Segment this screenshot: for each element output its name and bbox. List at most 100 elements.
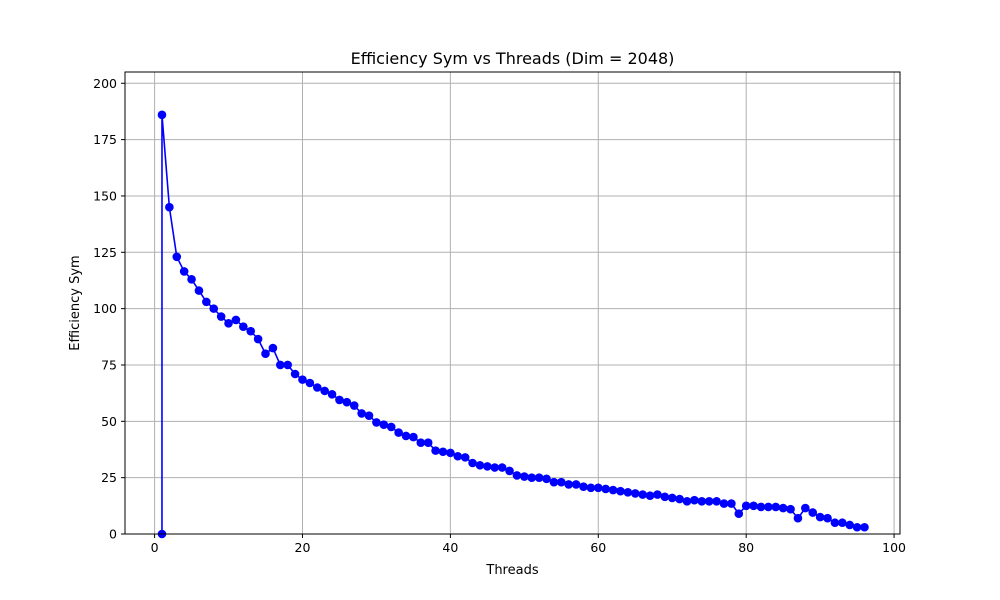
- data-point: [734, 509, 744, 519]
- data-point: [852, 522, 862, 532]
- data-point: [712, 497, 721, 506]
- data-point: [416, 438, 426, 448]
- data-point: [209, 304, 219, 313]
- data-point: [246, 326, 256, 336]
- data-point: [520, 472, 529, 481]
- data-point: [838, 518, 847, 528]
- x-axis-label: Threads: [485, 563, 538, 578]
- data-point: [667, 493, 677, 503]
- data-point: [327, 389, 337, 399]
- data-point: [764, 502, 773, 512]
- data-point: [497, 463, 507, 472]
- y-tick-label: 125: [93, 245, 117, 260]
- data-point: [564, 480, 574, 489]
- data-point: [719, 499, 729, 508]
- y-tick-label: 0: [109, 527, 117, 542]
- data-point: [830, 518, 840, 528]
- data-point: [483, 462, 492, 471]
- data-point: [305, 378, 315, 388]
- y-tick-label: 50: [101, 414, 117, 429]
- data-point: [268, 343, 278, 353]
- data-point: [216, 312, 226, 321]
- data-point: [549, 477, 559, 487]
- data-point: [290, 369, 300, 379]
- axes-frame: [124, 71, 901, 535]
- data-point: [542, 474, 551, 484]
- data-point: [845, 520, 855, 530]
- chart-title: Efficiency Sym vs Threads (Dim = 2048): [351, 49, 675, 68]
- data-point: [187, 275, 196, 284]
- data-point: [453, 451, 463, 461]
- data-point: [778, 503, 788, 513]
- data-point: [409, 432, 418, 442]
- data-point: [157, 110, 167, 120]
- data-point: [446, 448, 455, 458]
- data-point: [601, 484, 610, 494]
- data-point: [379, 420, 389, 429]
- data-point: [298, 375, 307, 384]
- data-point: [586, 483, 596, 493]
- data-point: [460, 453, 470, 462]
- data-point: [608, 485, 618, 495]
- data-point: [283, 360, 292, 370]
- data-point: [527, 473, 537, 482]
- data-point: [616, 486, 625, 496]
- data-point: [801, 503, 810, 513]
- y-tick-label: 25: [101, 470, 117, 485]
- data-point: [653, 490, 662, 499]
- grid: [125, 72, 900, 535]
- data-point: [593, 483, 603, 493]
- data-point: [357, 409, 366, 418]
- data-point: [786, 504, 795, 514]
- x-tick-label: 80: [738, 540, 754, 555]
- y-axis-label: Efficiency Sym: [68, 255, 83, 350]
- y-tick-label: 200: [93, 76, 117, 91]
- data-point: [423, 438, 433, 448]
- data-point: [172, 252, 182, 262]
- y-tick-label: 150: [93, 188, 117, 203]
- data-point: [557, 477, 566, 487]
- data-point: [475, 460, 485, 470]
- data-point: [386, 422, 396, 432]
- data-point: [372, 418, 381, 427]
- data-point: [253, 334, 263, 344]
- data-point: [630, 489, 640, 498]
- data-point: [320, 386, 329, 396]
- x-tick-label: 100: [882, 540, 906, 555]
- data-point: [704, 497, 714, 506]
- data-point: [202, 297, 211, 307]
- data-point: [275, 360, 285, 370]
- data-point: [741, 501, 751, 511]
- data-point: [815, 512, 825, 522]
- data-point: [394, 428, 403, 437]
- data-point: [438, 447, 448, 457]
- data-point: [194, 286, 204, 295]
- data-point: [239, 322, 248, 331]
- data-point: [490, 463, 500, 472]
- x-tick-label: 20: [295, 540, 311, 555]
- ticks: 0 20 40 60 80 100 0 25 50 75 100 125 150 175 200: [93, 76, 906, 555]
- data-point: [534, 473, 544, 482]
- data-point: [571, 480, 581, 489]
- data-point: [468, 458, 477, 468]
- data-point: [431, 446, 440, 455]
- data-point: [364, 411, 374, 420]
- data-point: [342, 397, 352, 407]
- data-point: [165, 202, 174, 212]
- data-point: [771, 502, 781, 512]
- data-point: [231, 315, 241, 325]
- data-point: [512, 471, 522, 480]
- data-point: [749, 501, 758, 511]
- data-point: [224, 318, 233, 328]
- data-point: [401, 431, 411, 441]
- data-point: [682, 497, 692, 506]
- x-tick-label: 60: [590, 540, 606, 555]
- data-point: [793, 513, 803, 523]
- data-point: [335, 395, 344, 405]
- y-tick-label: 175: [93, 132, 117, 147]
- data-point: [638, 490, 647, 499]
- data-point: [505, 466, 514, 476]
- data-point: [756, 502, 766, 512]
